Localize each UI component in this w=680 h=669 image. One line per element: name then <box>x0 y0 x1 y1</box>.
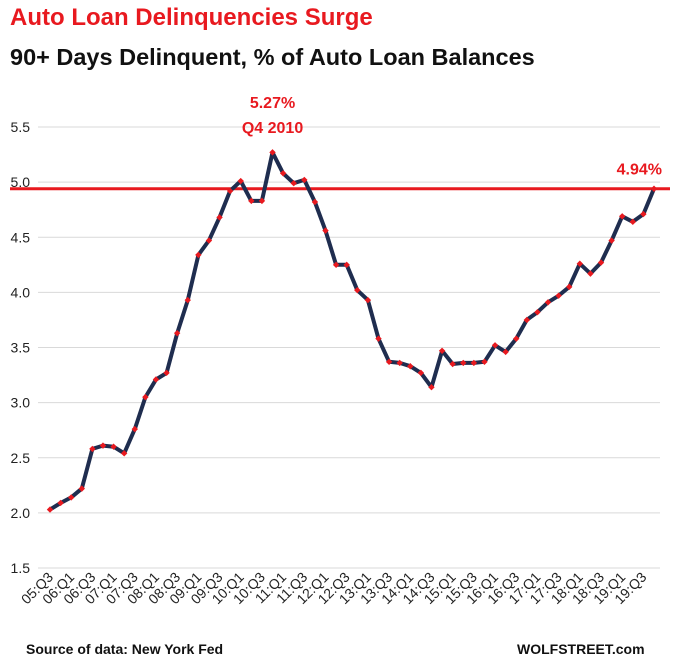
peak-date-label: Q4 2010 <box>242 120 303 137</box>
data-point <box>290 180 297 187</box>
data-point <box>608 237 615 244</box>
data-point <box>248 197 255 205</box>
data-point <box>513 335 520 342</box>
data-point <box>322 227 329 234</box>
data-point <box>343 261 350 269</box>
data-point <box>205 237 213 244</box>
data-point <box>481 358 488 366</box>
source-note: Source of data: New York Fed <box>26 641 224 657</box>
data-point <box>184 296 191 304</box>
data-point <box>619 213 626 220</box>
data-point <box>364 296 372 304</box>
chart-title: Auto Loan Delinquencies Surge <box>10 4 373 31</box>
data-point <box>650 185 658 192</box>
series-group <box>46 149 658 513</box>
data-point <box>417 369 425 377</box>
data-point <box>576 260 584 267</box>
data-point <box>460 359 467 367</box>
data-point <box>534 309 541 316</box>
data-point <box>99 442 107 449</box>
data-point <box>67 494 75 501</box>
data-point <box>449 360 456 368</box>
data-point <box>407 363 414 370</box>
data-point <box>502 348 509 356</box>
data-point <box>566 283 573 291</box>
data-point <box>311 198 319 206</box>
y-tick-label: 4.0 <box>11 284 31 300</box>
data-point <box>195 251 202 259</box>
gridlines <box>38 126 660 569</box>
peak-value-label: 5.27% <box>250 95 295 112</box>
data-point <box>131 425 138 433</box>
reference-value-label: 4.94% <box>617 162 662 179</box>
data-point <box>597 259 605 266</box>
y-tick-label: 3.0 <box>11 395 31 411</box>
data-point <box>587 270 594 277</box>
data-point <box>354 286 361 294</box>
data-point <box>216 214 223 221</box>
data-point <box>375 335 382 342</box>
y-tick-label: 5.0 <box>11 174 31 190</box>
data-point <box>78 485 85 492</box>
data-point <box>640 210 647 218</box>
data-point <box>152 376 160 383</box>
brand-label: WOLFSTREET.com <box>517 641 645 657</box>
y-tick-label: 4.5 <box>11 229 31 245</box>
data-point <box>269 149 276 156</box>
data-point <box>332 261 340 269</box>
data-point <box>279 170 287 177</box>
data-point <box>57 499 64 507</box>
data-point <box>428 383 435 391</box>
data-point <box>544 299 552 306</box>
data-point <box>491 342 499 349</box>
y-axis-ticks: 1.5 2.0 2.5 3.0 3.5 4.0 4.5 5.0 5.5 <box>11 119 31 576</box>
x-axis-ticks: 05:Q306:Q106:Q307:Q107:Q308:Q108:Q309:Q1… <box>18 569 650 607</box>
y-tick-label: 2.5 <box>11 450 31 466</box>
data-point <box>396 359 403 367</box>
data-point <box>629 218 637 226</box>
data-point <box>226 187 234 195</box>
data-point <box>163 369 170 377</box>
data-point <box>385 358 393 366</box>
series-line <box>48 150 656 512</box>
data-point <box>470 359 478 367</box>
data-point <box>120 450 128 457</box>
data-point <box>258 197 266 205</box>
data-point <box>110 443 117 450</box>
chart-subtitle: 90+ Days Delinquent, % of Auto Loan Bala… <box>10 44 535 70</box>
y-tick-label: 1.5 <box>11 560 31 576</box>
y-tick-label: 5.5 <box>11 119 31 135</box>
data-point <box>46 506 54 513</box>
y-tick-label: 3.5 <box>11 340 31 356</box>
data-point <box>301 176 308 184</box>
data-point <box>89 445 96 453</box>
data-point <box>523 316 531 324</box>
data-point <box>142 393 149 401</box>
data-point <box>237 177 244 185</box>
data-point <box>555 292 562 299</box>
data-point <box>173 329 181 337</box>
y-tick-label: 2.0 <box>11 505 31 521</box>
data-point <box>438 347 446 355</box>
annotations: 5.27% Q4 2010 4.94% <box>242 95 662 179</box>
